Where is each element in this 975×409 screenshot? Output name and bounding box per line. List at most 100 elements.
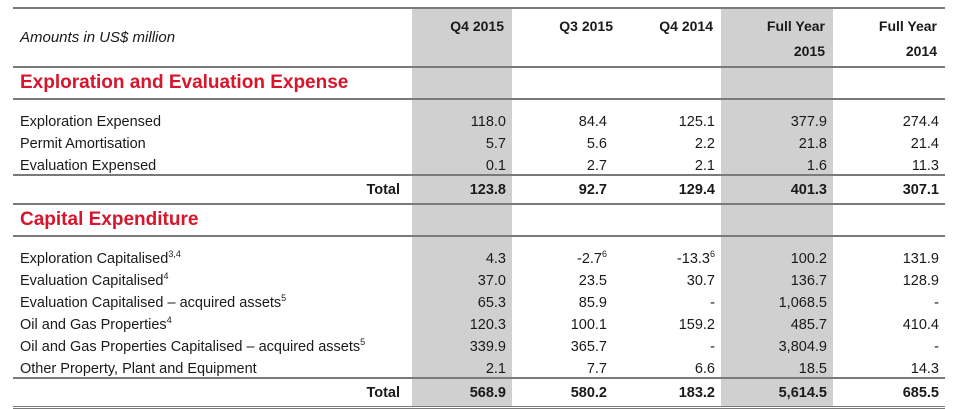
col-header-q3-2015: Q3 2015	[512, 7, 621, 68]
col-header-fy-2014-line2: 2014	[905, 43, 937, 59]
footnote-ref: 4	[166, 315, 172, 325]
cell-value: 485.7	[721, 311, 833, 333]
header-row: Amounts in US$ million Q4 2015 Q3 2015 Q…	[13, 7, 945, 68]
cell-value: 100.1	[570, 317, 607, 333]
cell-value: 410.4	[902, 317, 939, 333]
financial-table-container: Amounts in US$ million Q4 2015 Q3 2015 Q…	[13, 7, 945, 409]
cell-value: 1.6	[721, 152, 833, 175]
cell-value: 6.6	[694, 361, 715, 377]
section-title-exploration: Exploration and Evaluation Expense	[13, 67, 412, 100]
total-value: 183.2	[621, 377, 721, 409]
row-label: Oil and Gas Properties4	[20, 315, 172, 334]
cell-value: 339.9	[412, 333, 512, 355]
section-row-exploration: Exploration and Evaluation Expense	[13, 67, 945, 100]
cell-value: 377.9	[721, 108, 833, 130]
total-value: 92.7	[512, 174, 621, 205]
row-label: Exploration Capitalised3,4	[20, 249, 181, 268]
cell-value: 5.7	[412, 130, 512, 152]
cell-value: 118.0	[412, 108, 512, 130]
cell-value: 11.3	[911, 158, 939, 174]
cell-value: 2.1	[412, 355, 512, 378]
exploration-rows: Exploration Expensed 118.0 84.4 125.1 377.9 2…	[13, 108, 945, 175]
col-header-fy-2015-line1: Full Year	[766, 18, 825, 34]
cell-value: 84.4	[578, 114, 607, 130]
total-row-capex: Total 568.9 580.2 183.2 5,614.5 685.5	[13, 377, 945, 409]
cell-value: -	[934, 339, 939, 355]
cell-value: 7.7	[586, 361, 607, 377]
footnote-ref: 3,4	[168, 249, 181, 259]
table-row: Permit Amortisation 5.7 5.6 2.2 21.8 21.4	[13, 130, 945, 152]
cell-value: 37.0	[412, 267, 512, 289]
cell-value: 65.3	[412, 289, 512, 311]
row-label: Evaluation Capitalised4	[20, 271, 169, 290]
cell-value: -2.76	[576, 249, 607, 268]
col-header-q4-2015: Q4 2015	[412, 7, 512, 68]
cell-value: 131.9	[902, 251, 939, 267]
cell-value: 30.7	[686, 273, 715, 289]
col-header-q4-2014: Q4 2014	[621, 7, 721, 68]
cell-value: 3,804.9	[721, 333, 833, 355]
table-row: Oil and Gas Properties4 120.3 100.1 159.2 48…	[13, 311, 945, 333]
expenditure-table: Amounts in US$ million Q4 2015 Q3 2015 Q…	[13, 7, 945, 409]
unit-label: Amounts in US$ million	[13, 7, 412, 68]
cell-value: 2.2	[694, 136, 715, 152]
table-row: Evaluation Capitalised – acquired assets…	[13, 289, 945, 311]
row-label: Evaluation Capitalised – acquired assets…	[20, 293, 287, 312]
col-header-fy-2015-line2: 2015	[793, 43, 825, 59]
table-row: Evaluation Capitalised4 37.0 23.5 30.7 136.7…	[13, 267, 945, 289]
cell-value: 2.1	[694, 158, 715, 174]
footnote-ref: 5	[281, 293, 287, 303]
footnote-ref: 5	[360, 337, 366, 347]
cell-value: -	[710, 339, 715, 355]
cell-value: -	[934, 295, 939, 311]
cell-value: 136.7	[721, 267, 833, 289]
table-row: Exploration Capitalised3,4 4.3 -2.76 -13.36…	[13, 245, 945, 267]
cell-value: 120.3	[412, 311, 512, 333]
capex-rows: Exploration Capitalised3,4 4.3 -2.76 -13.36…	[13, 245, 945, 378]
row-label: Exploration Expensed	[20, 114, 162, 130]
row-label: Oil and Gas Properties Capitalised – acq…	[20, 337, 366, 356]
cell-value: 4.3	[412, 245, 512, 267]
total-label: Total	[13, 174, 412, 205]
cell-value: 100.2	[721, 245, 833, 267]
col-header-fy-2015: Full Year 2015	[721, 7, 833, 68]
row-label: Evaluation Expensed	[20, 158, 157, 174]
total-value: 123.8	[412, 174, 512, 205]
cell-value: 85.9	[578, 295, 607, 311]
table-row: Other Property, Plant and Equipment 2.1 7.…	[13, 355, 945, 378]
cell-value: 128.9	[902, 273, 939, 289]
total-value: 307.1	[833, 174, 945, 205]
cell-value: -	[710, 295, 715, 311]
footnote-ref: 6	[709, 249, 715, 259]
total-value: 129.4	[621, 174, 721, 205]
col-header-fy-2014: Full Year 2014	[833, 7, 945, 68]
cell-value: 1,068.5	[721, 289, 833, 311]
cell-value: 21.4	[910, 136, 939, 152]
total-value: 568.9	[412, 377, 512, 409]
cell-value: -13.36	[676, 249, 715, 268]
section-row-capex: Capital Expenditure	[13, 204, 945, 237]
table-row: Oil and Gas Properties Capitalised – acq…	[13, 333, 945, 355]
cell-value: 2.7	[586, 158, 607, 174]
cell-value: 365.7	[570, 339, 607, 355]
cell-value: 159.2	[678, 317, 715, 333]
cell-value: 14.3	[910, 361, 939, 377]
cell-value: 0.1	[412, 152, 512, 175]
total-row-exploration: Total 123.8 92.7 129.4 401.3 307.1	[13, 174, 945, 205]
cell-value: 21.8	[721, 130, 833, 152]
cell-value: 18.5	[721, 355, 833, 378]
cell-value: 125.1	[678, 114, 715, 130]
col-header-fy-2014-line1: Full Year	[878, 18, 937, 34]
row-label: Permit Amortisation	[20, 136, 146, 152]
cell-value: 5.6	[586, 136, 607, 152]
cell-value: 274.4	[902, 114, 939, 130]
total-value: 5,614.5	[721, 377, 833, 409]
total-value: 580.2	[512, 377, 621, 409]
table-row: Evaluation Expensed 0.1 2.7 2.1 1.6 11.3	[13, 152, 945, 175]
total-label: Total	[13, 377, 412, 409]
cell-value: 23.5	[578, 273, 607, 289]
total-value: 401.3	[721, 174, 833, 205]
total-value: 685.5	[833, 377, 945, 409]
footnote-ref: 6	[601, 249, 607, 259]
row-label: Other Property, Plant and Equipment	[20, 361, 257, 377]
